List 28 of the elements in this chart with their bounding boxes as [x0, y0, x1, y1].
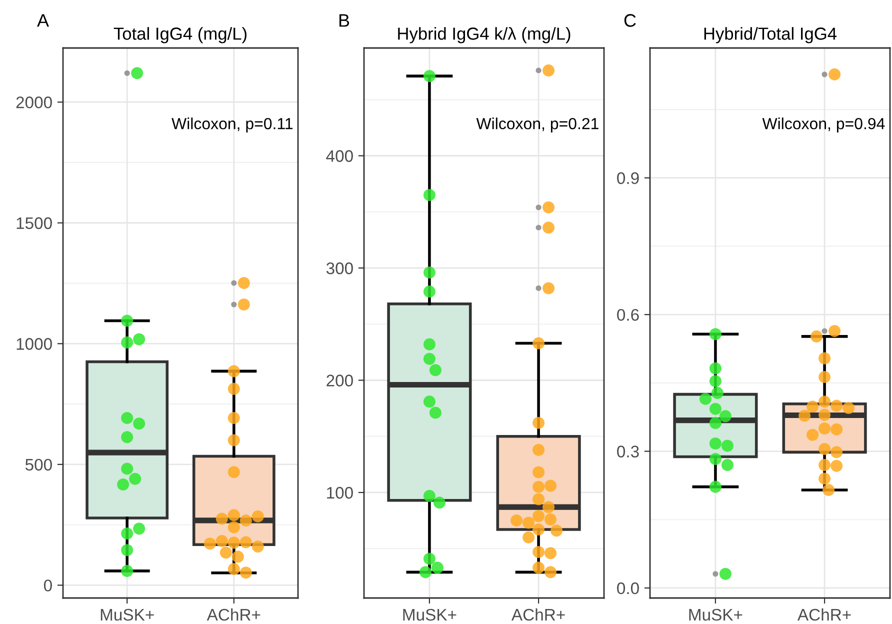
chart-title: Total IgG4 (mg/L): [114, 27, 246, 44]
y-tick-label: 0.0: [617, 582, 639, 594]
annotation: Wilcoxon, p=0.21: [476, 118, 598, 132]
y-tick-label: 0.3: [617, 446, 639, 458]
y-tick-label: 100: [327, 486, 353, 499]
y-tick-label: 500: [25, 458, 52, 471]
y-tick-label: 0.9: [617, 172, 639, 184]
y-tick-label: 400: [326, 150, 353, 162]
annotation: Wilcoxon, p=0.11: [172, 118, 293, 132]
x-tick-label: MuSK+: [689, 608, 742, 621]
x-tick-label: AChR+: [206, 608, 260, 621]
y-tick-label: 200: [326, 374, 353, 386]
x-tick-label: MuSK+: [100, 608, 154, 621]
y-tick-label: 0.6: [617, 308, 639, 321]
y-tick-label: 1500: [16, 217, 52, 230]
x-tick-label: MuSK+: [403, 608, 456, 621]
annotation: Wilcoxon, p=0.94: [762, 118, 885, 132]
x-tick-label: AChR+: [797, 608, 851, 621]
text: C: [624, 14, 636, 27]
x-tick-label: AChR+: [511, 608, 565, 621]
y-tick-label: 1000: [16, 338, 52, 350]
y-tick-label: 2000: [16, 96, 52, 108]
text: B: [339, 14, 350, 27]
chart-title: Hybrid/Total IgG4: [704, 27, 837, 44]
chart-title: Hybrid IgG4 k/λ (mg/L): [398, 27, 570, 44]
y-tick-label: 0: [44, 580, 52, 592]
text: A: [37, 14, 49, 27]
y-tick-label: 300: [326, 262, 353, 274]
